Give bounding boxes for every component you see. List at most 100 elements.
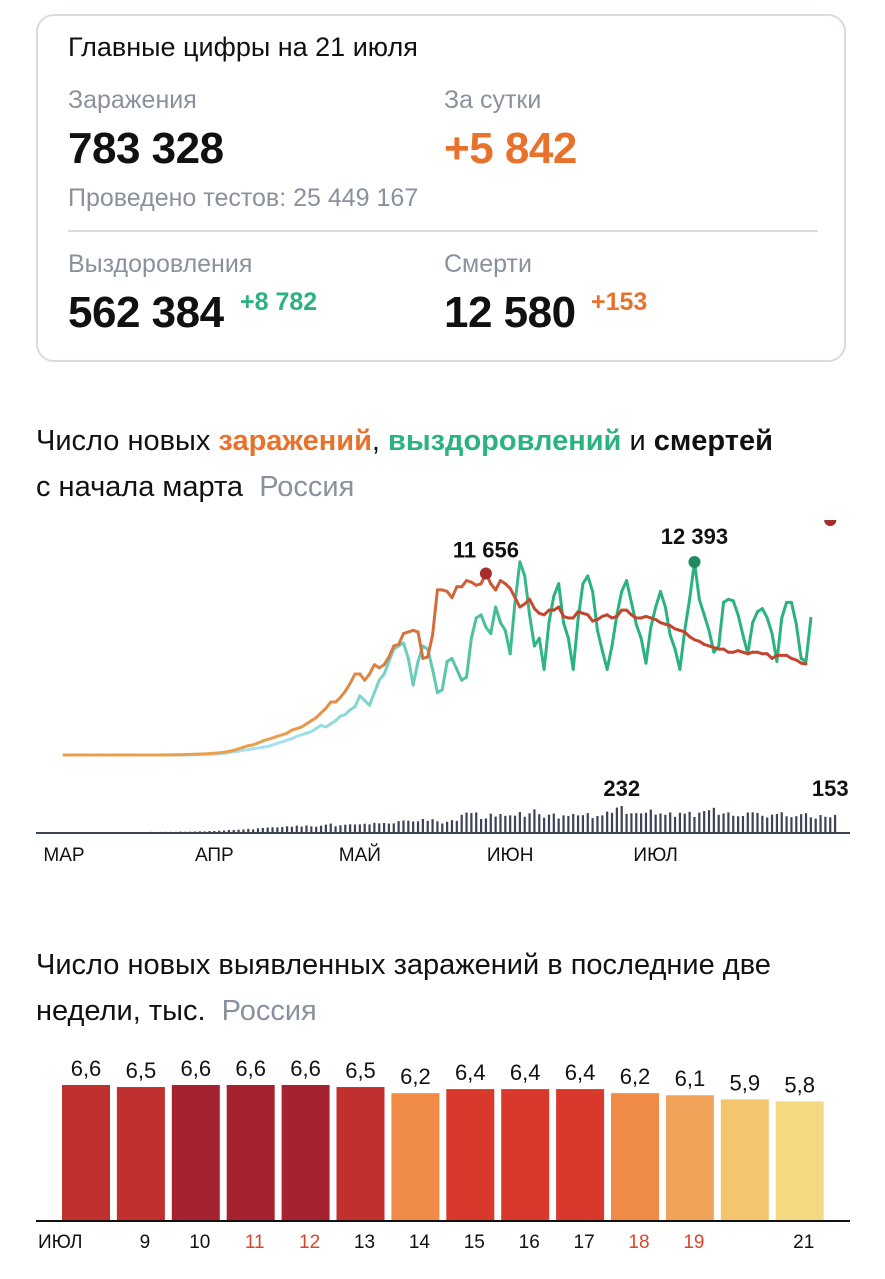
recoveries-line-segment: [571, 618, 580, 671]
category-label: 18: [628, 1232, 649, 1253]
deaths-bar: [470, 813, 473, 832]
recoveries-line-segment: [595, 628, 604, 653]
recoveries-line-segment: [450, 656, 459, 671]
recoveries-line-segment: [731, 599, 740, 617]
deaths-bar: [334, 826, 337, 832]
recoveries-line-segment: [401, 641, 410, 660]
deaths-bar: [581, 815, 585, 832]
deaths-bar: [800, 814, 803, 832]
deaths-bar: [669, 812, 672, 832]
deaths-bar: [620, 806, 623, 832]
deaths-bar: [363, 823, 366, 832]
deaths-bar: [465, 812, 468, 832]
bar: [281, 1085, 330, 1220]
recoveries-line-segment: [382, 660, 391, 676]
deaths-bar: [373, 822, 376, 832]
deaths-bar: [402, 820, 405, 832]
deaths-bar: [222, 830, 226, 832]
deaths-bar: [479, 819, 483, 832]
deaths-bar: [518, 812, 521, 832]
deaths-bar: [368, 824, 371, 832]
deaths-bar: [693, 816, 696, 832]
bar: [336, 1087, 385, 1220]
recoveries-line-segment: [625, 579, 633, 604]
bar-value-label: 6,5: [126, 1058, 157, 1083]
recoveries-line-segment: [431, 667, 439, 695]
recoveries-line-segment: [663, 605, 672, 637]
deaths-bar: [761, 815, 764, 832]
lines-group: [62, 560, 813, 757]
deaths-bar: [688, 811, 691, 832]
deaths-bar: [625, 813, 628, 832]
deaths-bar: [586, 813, 589, 832]
deaths-bar: [562, 815, 565, 832]
deaths-bar: [722, 813, 725, 832]
recoveries-line-segment: [644, 625, 653, 665]
tests-count: Проведено тестов: 25 449 167: [68, 184, 419, 212]
bar-value-label: 6,6: [71, 1056, 102, 1081]
deaths-bar: [281, 827, 284, 832]
recoveries-line-segment: [513, 560, 522, 604]
deaths-bar: [315, 826, 318, 832]
x-tick-label: АПР: [195, 845, 234, 866]
deaths-bar: [606, 811, 609, 832]
deaths-bar: [596, 815, 599, 832]
deaths-bar: [412, 821, 415, 832]
recoveries-line-segment: [751, 610, 760, 625]
deaths-bar: [300, 826, 303, 832]
infections-line-segment: [450, 585, 459, 600]
deaths-bar: [266, 827, 269, 832]
deaths-bar: [678, 812, 682, 832]
infections-line-segment: [416, 630, 425, 660]
category-label: 16: [519, 1232, 540, 1253]
category-label: 21: [793, 1232, 814, 1253]
recoveries-line-segment: [518, 560, 527, 578]
category-label: 19: [683, 1232, 704, 1253]
deaths-bar: [547, 814, 551, 832]
deaths-bar: [698, 812, 701, 832]
recoveries-line-segment: [629, 600, 638, 626]
chart2-heading: Число новых выявленных заражений в после…: [36, 942, 771, 1034]
infections-line-segment: [528, 597, 536, 611]
deaths-bar: [382, 823, 386, 832]
category-label: 17: [574, 1232, 595, 1253]
deaths-bar: [785, 816, 788, 832]
deaths-bar: [780, 812, 783, 832]
bar: [556, 1089, 605, 1220]
recoveries-line-segment: [406, 656, 415, 687]
infections-line-segment: [508, 586, 517, 600]
deaths-bar: [751, 812, 754, 832]
deaths-bar: [664, 814, 667, 832]
recoveries-line-segment: [765, 616, 774, 636]
deaths-bar: [717, 814, 720, 832]
deaths-bar: [295, 825, 298, 832]
deaths-bar: [615, 807, 618, 832]
recoveries-line-segment: [542, 621, 551, 671]
annotation-label: 11 656: [453, 537, 519, 562]
deaths-bar: [446, 821, 449, 832]
deaths-bar: [673, 816, 677, 832]
bar-value-label: 6,6: [235, 1056, 266, 1081]
deaths-bar: [232, 829, 235, 832]
infections-line-segment: [382, 655, 391, 667]
deaths-bar: [407, 820, 410, 832]
deaths-bar: [766, 817, 769, 832]
deaths-bar: [358, 824, 361, 832]
recoveries-line-segment: [440, 660, 449, 692]
deaths-bar: [610, 812, 614, 832]
deaths-bar: [256, 828, 260, 832]
deaths-bar: [644, 812, 648, 832]
deaths-bar: [591, 818, 594, 832]
category-label: 9: [140, 1232, 151, 1253]
deaths-bar: [746, 812, 749, 832]
deaths-bar: [635, 813, 638, 832]
infections-line-segment: [343, 681, 352, 693]
recoveries-line-segment: [697, 597, 706, 617]
category-label: 14: [409, 1232, 431, 1253]
deaths-bar: [213, 830, 216, 832]
deaths-bar: [727, 812, 730, 832]
deaths-bar: [523, 816, 526, 832]
summary-divider: [68, 230, 818, 232]
recoveries-line-segment: [794, 622, 803, 660]
bar-value-label: 6,6: [181, 1056, 212, 1081]
